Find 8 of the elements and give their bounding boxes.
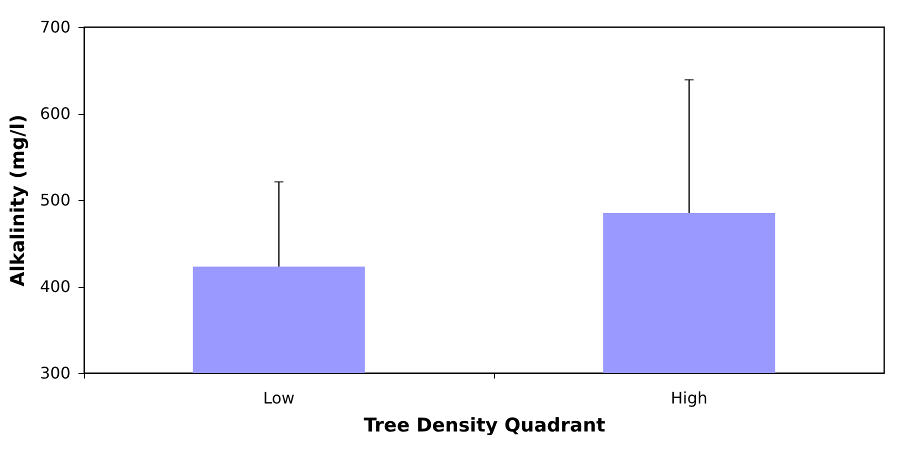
y-tick-label: 600 [40, 104, 70, 123]
y-tick-label: 400 [40, 277, 70, 296]
y-tick-label: 700 [40, 18, 70, 36]
y-tick-label: 500 [40, 190, 70, 210]
x-tick-label: Low [263, 388, 295, 408]
y-axis-title: Alkalinity (mg/l) [6, 114, 29, 287]
x-tick-label: High [670, 388, 708, 408]
y-tick-label: 300 [40, 364, 70, 382]
